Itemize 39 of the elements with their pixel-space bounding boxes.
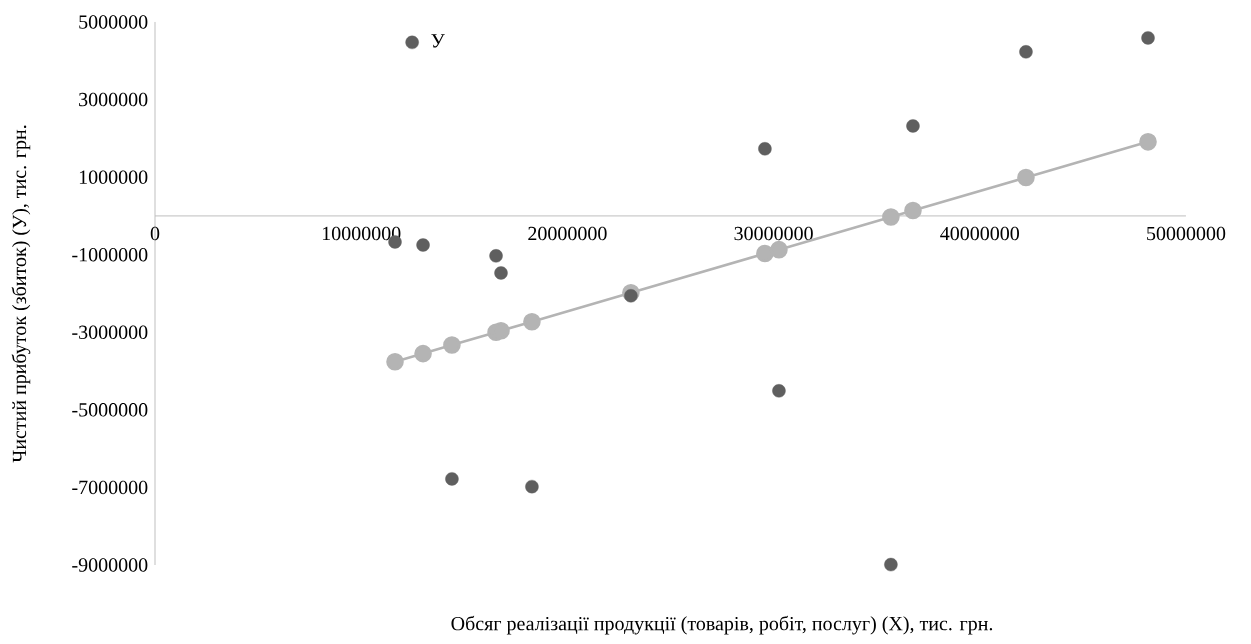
point bbox=[884, 557, 898, 572]
point bbox=[770, 240, 788, 259]
point bbox=[525, 479, 539, 494]
point bbox=[443, 336, 461, 354]
x-tick-label: 10000000 bbox=[322, 226, 401, 241]
x-axis-title: Обсяг реалізації продукції (товарів, робіт, послуг) (Х), тис. грн. bbox=[451, 615, 993, 635]
point bbox=[1019, 45, 1033, 59]
point bbox=[772, 384, 786, 398]
y-tick-label: -9000000 bbox=[72, 558, 148, 572]
point bbox=[445, 472, 459, 486]
point bbox=[1017, 168, 1035, 187]
x-tick-label: 40000000 bbox=[940, 226, 1020, 241]
point bbox=[386, 352, 404, 371]
point bbox=[489, 249, 503, 263]
point bbox=[904, 201, 922, 220]
point bbox=[882, 208, 900, 226]
point bbox=[414, 344, 432, 363]
point bbox=[906, 119, 920, 133]
legend-label: У bbox=[431, 34, 445, 48]
point bbox=[758, 142, 772, 156]
point bbox=[1141, 31, 1155, 45]
point bbox=[523, 313, 541, 331]
y-tick-label: -3000000 bbox=[72, 325, 148, 340]
y-tick-label: 1000000 bbox=[79, 170, 148, 184]
y-tick-label: -1000000 bbox=[72, 247, 148, 262]
y-tick-label: 5000000 bbox=[79, 15, 148, 29]
x-tick-label: 20000000 bbox=[528, 226, 607, 241]
x-tick-label: 50000000 bbox=[1147, 226, 1226, 241]
point bbox=[756, 244, 774, 263]
point bbox=[416, 238, 430, 252]
point bbox=[1139, 133, 1157, 151]
point bbox=[494, 266, 508, 280]
point bbox=[624, 289, 638, 303]
y-axis-title: Чистий прибуток (збиток) (У), тис. грн. bbox=[11, 125, 31, 463]
x-tick-label: 0 bbox=[150, 226, 160, 241]
y-tick-label: -7000000 bbox=[72, 480, 148, 495]
y-tick-label: -5000000 bbox=[72, 403, 148, 417]
x-tick-label: 30000000 bbox=[734, 226, 813, 241]
y-tick-label: 3000000 bbox=[79, 92, 148, 107]
